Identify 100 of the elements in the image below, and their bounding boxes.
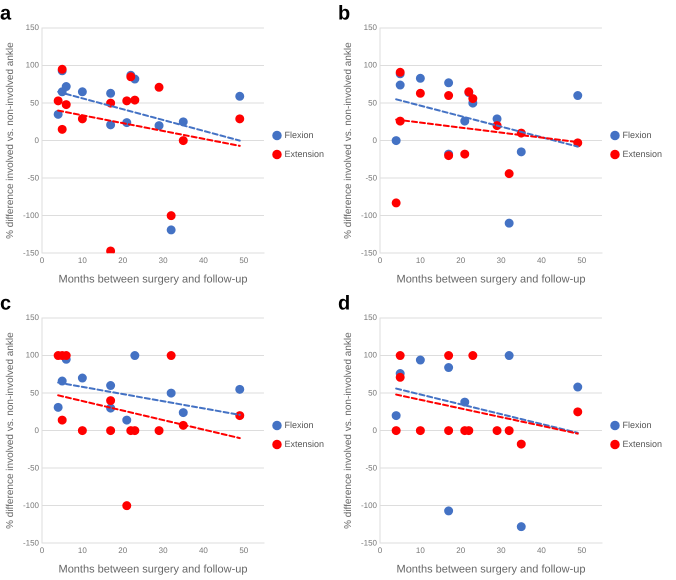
chart-title: d — [338, 292, 350, 315]
x-tick-label: 10 — [416, 256, 426, 266]
point — [54, 402, 63, 412]
point — [122, 96, 132, 106]
legend-label: Flexion — [622, 130, 652, 140]
point — [444, 506, 454, 516]
point — [154, 82, 164, 92]
y-tick-label: 150 — [26, 23, 40, 32]
point — [62, 100, 71, 110]
point — [516, 522, 526, 532]
y-axis-title: % difference involved vs. non-involved ankle — [4, 332, 16, 529]
point — [58, 416, 67, 425]
point — [460, 116, 470, 126]
x-axis-title: Months between surgery and follow-up — [58, 563, 248, 576]
x-axis-title: Months between surgery and follow-up — [396, 273, 586, 286]
point — [54, 96, 63, 106]
point — [573, 91, 582, 100]
y-tick-label: -150 — [360, 248, 378, 258]
point — [573, 382, 582, 392]
legend-label: Extension — [622, 438, 662, 449]
x-axis-title: Months between surgery and follow-up — [58, 273, 248, 286]
y-axis-title: % difference involved vs. non-involved ankle — [342, 332, 354, 529]
point — [392, 136, 401, 146]
y-tick-label: 50 — [368, 98, 378, 108]
point — [492, 426, 502, 436]
point — [416, 426, 425, 436]
point — [78, 87, 87, 96]
x-tick-label: 50 — [239, 256, 249, 266]
x-tick-label: 10 — [416, 546, 426, 556]
y-tick-label: 150 — [26, 313, 40, 322]
chart-title: a — [0, 2, 12, 25]
y-tick-label: 100 — [26, 60, 40, 70]
point — [178, 136, 188, 146]
legend-label: Extension — [622, 148, 662, 159]
y-tick-label: 100 — [26, 350, 40, 360]
x-tick-label: 30 — [496, 256, 506, 266]
y-tick-label: 0 — [34, 426, 40, 435]
legend-label: Flexion — [622, 420, 652, 430]
x-tick-label: 20 — [118, 256, 128, 266]
point — [235, 92, 244, 101]
x-tick-label: 20 — [118, 546, 128, 556]
point — [58, 124, 67, 134]
point — [444, 363, 454, 372]
y-tick-label: -100 — [22, 500, 40, 510]
point — [235, 384, 244, 394]
x-tick-label: 20 — [456, 256, 466, 266]
y-tick-label: -50 — [365, 463, 378, 472]
point — [504, 351, 514, 360]
point — [106, 396, 116, 406]
point — [106, 120, 116, 130]
x-tick-label: 10 — [78, 256, 88, 266]
point — [392, 426, 401, 436]
y-tick-label: -150 — [360, 538, 378, 548]
x-tick-label: 10 — [78, 546, 88, 556]
y-tick-label: -50 — [27, 463, 40, 472]
point — [444, 426, 454, 436]
y-tick-label: 100 — [364, 350, 378, 360]
y-tick-label: -50 — [27, 173, 40, 182]
y-axis-title: % difference involved vs. non-involved ankle — [4, 42, 16, 239]
y-tick-label: 150 — [364, 23, 378, 32]
chart-title: c — [0, 292, 12, 315]
y-axis-title: % difference involved vs. non-involved ankle — [342, 42, 354, 239]
y-tick-label: 100 — [364, 60, 378, 70]
point — [166, 351, 176, 360]
point — [396, 80, 405, 90]
point — [460, 150, 470, 159]
point — [573, 407, 582, 416]
y-tick-label: 0 — [34, 136, 40, 145]
point — [62, 82, 71, 92]
point — [392, 411, 401, 420]
point — [444, 78, 454, 88]
point — [106, 88, 116, 98]
legend-label: Flexion — [284, 130, 314, 140]
point — [130, 96, 140, 105]
y-tick-label: 0 — [372, 136, 378, 145]
point — [154, 426, 164, 436]
point — [504, 218, 514, 228]
y-tick-label: 50 — [368, 388, 378, 398]
point — [416, 74, 425, 83]
point — [122, 416, 132, 425]
y-tick-label: -50 — [365, 173, 378, 182]
x-tick-label: 50 — [577, 546, 587, 556]
point — [106, 426, 116, 436]
x-tick-label: 40 — [536, 256, 546, 266]
point — [166, 388, 176, 398]
y-tick-label: -150 — [22, 248, 40, 258]
x-tick-label: 20 — [456, 546, 466, 556]
legend-label: Extension — [284, 148, 324, 159]
y-tick-label: 50 — [30, 388, 40, 398]
legend-label: Extension — [284, 438, 324, 449]
point — [516, 440, 526, 449]
y-tick-label: 50 — [30, 98, 40, 108]
point — [78, 374, 87, 383]
y-tick-label: -150 — [22, 538, 40, 548]
point — [154, 121, 164, 130]
x-tick-label: 30 — [158, 256, 168, 266]
point — [106, 381, 116, 390]
x-tick-label: 30 — [158, 546, 168, 556]
y-tick-label: 150 — [364, 313, 378, 322]
point — [178, 408, 188, 418]
